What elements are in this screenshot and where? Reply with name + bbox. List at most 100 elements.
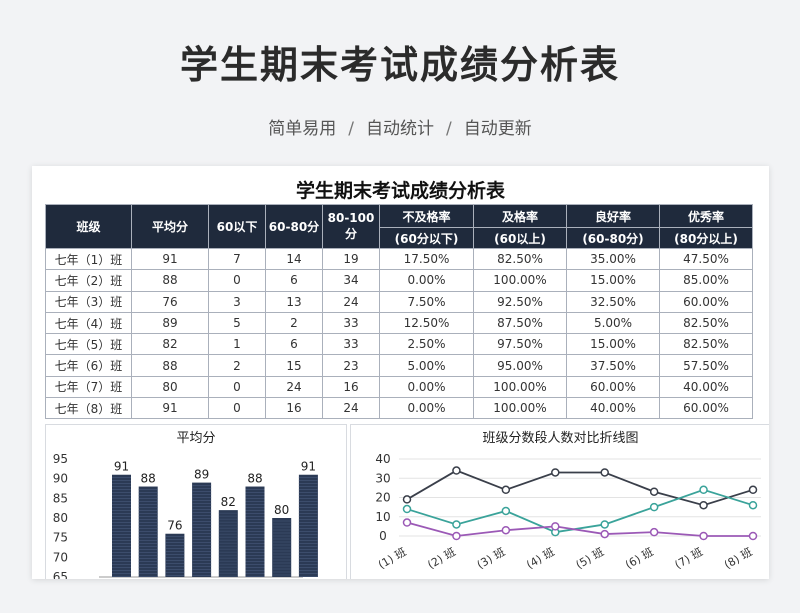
table-row: 七年（1）班 91 7 14 19 17.50% 82.50% 35.00% 47.50%	[45, 247, 753, 271]
separator: /	[348, 119, 354, 139]
table-cell: 91	[131, 397, 209, 420]
y-tick-label: 85	[53, 491, 68, 505]
subtitle-item: 简单易用	[268, 119, 337, 139]
table-cell: 40.00%	[659, 375, 753, 399]
data-point	[748, 500, 758, 510]
table-cell: 100.00%	[473, 269, 567, 292]
data-point	[551, 468, 560, 477]
table-cell: 23	[322, 354, 380, 377]
header-class: 班级	[45, 204, 132, 249]
table-cell: 80	[131, 375, 209, 399]
y-tick-label: 95	[53, 452, 68, 466]
table-cell: 七年（5）班	[45, 333, 132, 356]
y-tick-label: 65	[53, 570, 68, 579]
data-point	[600, 468, 609, 477]
series-line	[406, 488, 754, 534]
table-cell: 15	[265, 354, 323, 377]
table-cell: 88	[131, 269, 209, 292]
header-below-60: 60以下	[208, 204, 266, 249]
header-sub: (60-80分)	[566, 227, 660, 249]
data-point	[699, 500, 708, 510]
table-cell: 33	[322, 333, 380, 356]
y-tick-label: 10	[375, 510, 390, 524]
y-tick-label: 40	[375, 452, 390, 466]
data-point	[501, 485, 511, 495]
data-point	[551, 522, 560, 531]
chart-title: 班级分数段人数对比折线图	[482, 431, 639, 446]
table-cell: 37.50%	[566, 354, 660, 377]
header-60-80: 60-80分	[265, 204, 323, 249]
table-cell: 2.50%	[379, 333, 474, 356]
x-tick-label: (2) 班	[425, 545, 458, 571]
header-fail-rate: 不及格率	[379, 204, 474, 228]
table-cell: 60.00%	[566, 375, 660, 399]
data-label: 89	[194, 468, 209, 482]
table-row: 七年（2）班 88 0 6 34 0.00% 100.00% 15.00% 85.00%	[45, 269, 753, 292]
data-point	[501, 506, 511, 516]
table-cell: 33	[322, 311, 380, 335]
table-cell: 88	[131, 354, 209, 377]
header-sub: (60分以下)	[379, 227, 474, 249]
table-cell: 12.50%	[379, 311, 474, 335]
table-cell: 100.00%	[473, 397, 567, 420]
x-tick-label: (4) 班	[524, 545, 557, 571]
data-point	[452, 520, 461, 529]
average-bar-chart: 平均分 95 90 85 80 75 70 65 91 88 76 89 82 88 80 91	[45, 424, 347, 579]
table-cell: 85.00%	[659, 269, 753, 292]
table-cell: 七年（2）班	[45, 269, 132, 292]
data-point	[402, 518, 412, 527]
data-label: 91	[301, 460, 316, 474]
header-excellent-rate: 优秀率	[659, 204, 753, 228]
table-cell: 87.50%	[473, 311, 567, 335]
y-tick-label: 75	[53, 531, 68, 545]
subtitle: 简单易用 / 自动统计 / 自动更新	[0, 114, 800, 139]
table-cell: 24	[322, 290, 380, 313]
table-cell: 97.50%	[473, 333, 567, 356]
bar-chart-svg: 95 90 85 80 75 70 65 91 88 76 89 82 88 80 91	[53, 452, 318, 579]
table-cell: 60.00%	[659, 397, 753, 420]
data-point	[452, 466, 461, 475]
table-cell: 0.00%	[379, 397, 474, 420]
spreadsheet-preview: 学生期末考试成绩分析表 班级 平均分 60以下 60-80分 80-100分 不…	[32, 166, 769, 579]
bar	[218, 510, 238, 577]
data-label: 91	[114, 460, 129, 474]
data-label: 88	[247, 472, 262, 486]
table-cell: 92.50%	[473, 290, 567, 313]
table-cell: 七年（6）班	[45, 354, 132, 377]
table-row: 七年（4）班 89 5 2 33 12.50% 87.50% 5.00% 82.50%	[45, 311, 753, 335]
score-line-chart: 班级分数段人数对比折线图 40 30 20 10 0 (1) 班 (2) 班 (3) 班 (4)…	[350, 424, 769, 579]
score-table: 班级 平均分 60以下 60-80分 80-100分 不及格率 及格率 良好率 …	[45, 204, 753, 420]
table-cell: 35.00%	[566, 247, 660, 271]
table-cell: 76	[131, 290, 209, 313]
table-cell: 0	[208, 397, 266, 420]
header-pass-rate: 及格率	[473, 204, 567, 228]
table-cell: 5	[208, 311, 266, 335]
table-cell: 七年（8）班	[45, 397, 132, 420]
table-cell: 0.00%	[379, 269, 474, 292]
x-tick-label: (6) 班	[623, 545, 656, 571]
y-tick-label: 30	[375, 471, 390, 485]
y-tick-label: 80	[53, 511, 68, 525]
main-title: 学生期末考试成绩分析表	[179, 43, 620, 87]
table-row: 七年（7）班 80 0 24 16 0.00% 100.00% 60.00% 40.00%	[45, 375, 753, 399]
table-cell: 15.00%	[566, 269, 660, 292]
table-cell: 6	[265, 333, 323, 356]
data-point	[699, 531, 708, 541]
subtitle-item: 自动统计	[366, 119, 434, 139]
table-cell: 七年（4）班	[45, 311, 132, 335]
table-cell: 95.00%	[473, 354, 567, 377]
data-point	[649, 502, 659, 512]
header-80-100: 80-100分	[322, 204, 380, 249]
series-line	[406, 521, 753, 537]
table-cell: 3	[208, 290, 266, 313]
x-tick-label: (7) 班	[673, 545, 706, 571]
table-cell: 17.50%	[379, 247, 474, 271]
data-point	[649, 527, 659, 537]
data-point	[402, 504, 412, 514]
data-label: 88	[141, 472, 156, 486]
data-label: 76	[167, 519, 182, 533]
table-cell: 34	[322, 269, 380, 292]
data-point	[402, 495, 412, 504]
data-point	[600, 529, 609, 539]
x-tick-label: (1) 班	[376, 545, 409, 571]
